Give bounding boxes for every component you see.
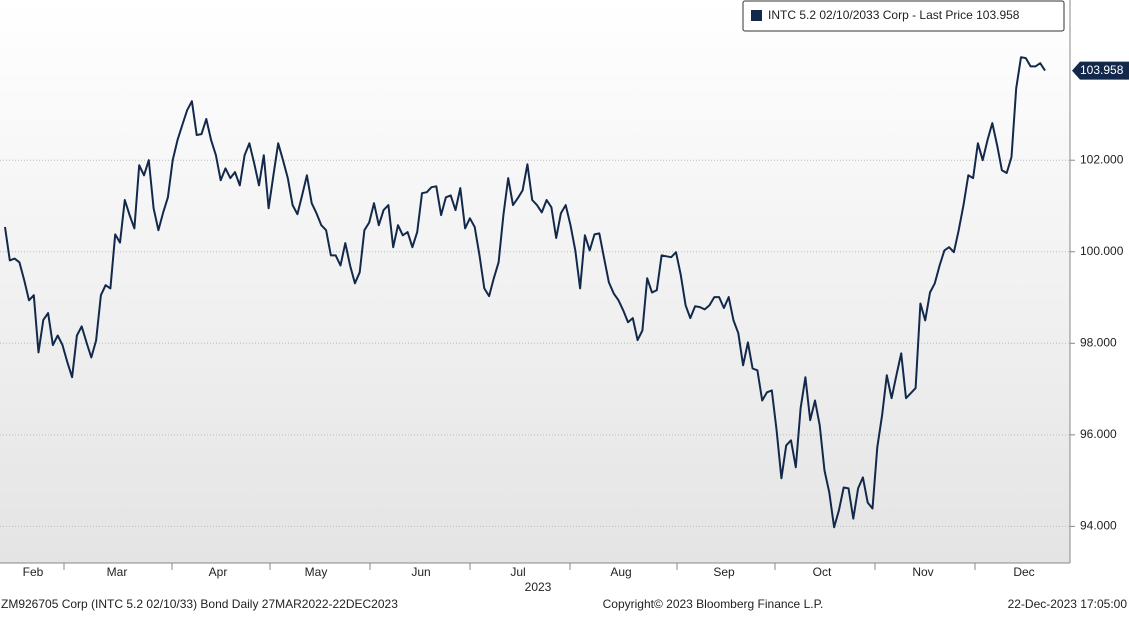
x-tick-label: Sep xyxy=(713,565,735,579)
year-label: 2023 xyxy=(525,580,552,594)
footer-center: Copyright© 2023 Bloomberg Finance L.P. xyxy=(603,597,824,611)
x-tick-label: Mar xyxy=(107,565,128,579)
legend-swatch xyxy=(751,10,762,21)
x-tick-label: Feb xyxy=(23,565,44,579)
y-tick-label: 98.000 xyxy=(1080,335,1117,349)
x-tick-label: Jun xyxy=(411,565,430,579)
last-price-label: 103.958 xyxy=(1080,63,1124,77)
x-tick-label: Nov xyxy=(912,565,933,579)
x-tick-label: Aug xyxy=(610,565,631,579)
legend-label: INTC 5.2 02/10/2033 Corp - Last Price 10… xyxy=(768,8,1020,22)
x-tick-label: Jul xyxy=(510,565,525,579)
legend-box xyxy=(742,0,1065,32)
x-tick-label: May xyxy=(305,565,328,579)
legend: INTC 5.2 02/10/2033 Corp - Last Price 10… xyxy=(742,0,1065,32)
footer-left: ZM926705 Corp (INTC 5.2 02/10/33) Bond D… xyxy=(1,597,398,611)
y-tick-label: 102.000 xyxy=(1080,152,1124,166)
last-price-tag xyxy=(1072,61,1129,80)
footer-right: 22-Dec-2023 17:05:00 xyxy=(1008,597,1128,611)
x-tick-label: Apr xyxy=(209,565,228,579)
plot-background xyxy=(0,0,1070,563)
price-line xyxy=(4,56,1046,529)
y-tick-label: 100.000 xyxy=(1080,244,1124,258)
y-tick-label: 94.000 xyxy=(1080,519,1117,533)
x-tick-label: Oct xyxy=(813,565,832,579)
y-tick-label: 96.000 xyxy=(1080,427,1117,441)
x-tick-label: Dec xyxy=(1013,565,1034,579)
